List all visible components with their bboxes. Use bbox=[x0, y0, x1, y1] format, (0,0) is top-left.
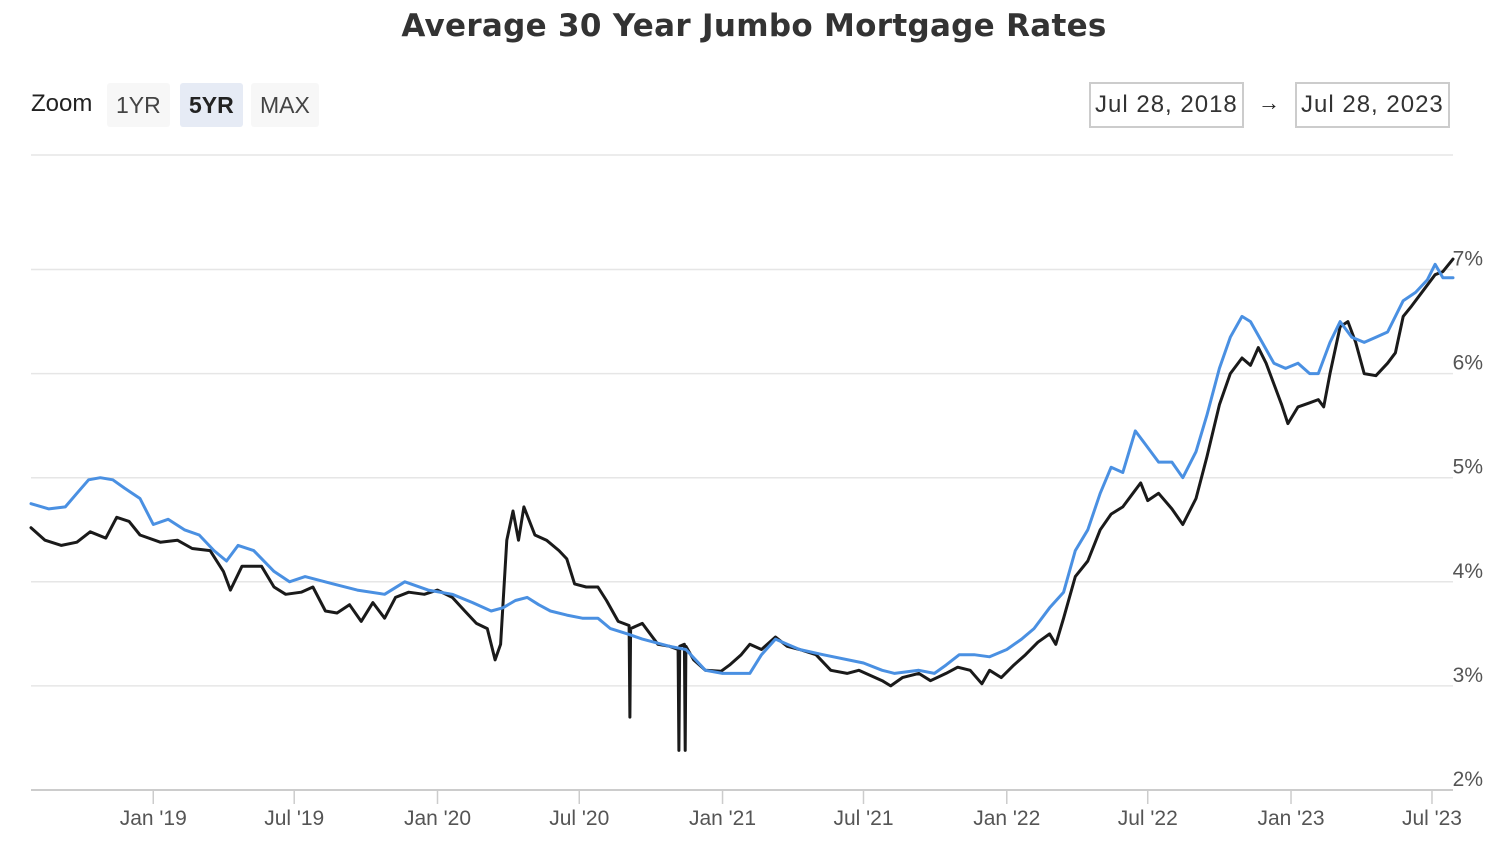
x-tick-label: Jan '20 bbox=[404, 807, 471, 830]
y-tick-label: 2% bbox=[1453, 768, 1483, 791]
x-tick-label: Jul '21 bbox=[833, 807, 893, 830]
x-axis-ticks bbox=[152, 790, 1433, 804]
y-axis-labels: 2% 3% 4% 5% 6% 7% bbox=[1453, 248, 1483, 791]
grid-lines bbox=[31, 154, 1453, 791]
x-tick-label: Jul '19 bbox=[264, 807, 324, 830]
series-line-0 bbox=[29, 257, 1455, 752]
y-tick-label: 5% bbox=[1453, 456, 1483, 479]
x-tick-label: Jan '21 bbox=[689, 807, 756, 830]
range-from-input[interactable]: Jul 28, 2018 bbox=[1089, 82, 1244, 128]
x-tick-label: Jan '23 bbox=[1257, 807, 1324, 830]
y-tick-label: 4% bbox=[1453, 560, 1483, 583]
y-tick-label: 3% bbox=[1453, 664, 1483, 687]
x-tick-label: Jul '20 bbox=[549, 807, 609, 830]
y-tick-label: 6% bbox=[1453, 352, 1483, 375]
x-tick-label: Jan '22 bbox=[973, 807, 1040, 830]
series-line-1 bbox=[29, 262, 1455, 675]
x-tick-label: Jul '23 bbox=[1402, 807, 1462, 830]
zoom-label: Zoom bbox=[31, 90, 93, 117]
zoom-max-button[interactable]: MAX bbox=[251, 83, 319, 127]
x-tick-label: Jan '19 bbox=[120, 807, 187, 830]
series-lines bbox=[29, 257, 1455, 752]
x-axis-labels: Jan '19 Jul '19 Jan '20 Jul '20 Jan '21 Jul '… bbox=[120, 807, 1462, 830]
y-tick-label: 7% bbox=[1453, 248, 1483, 271]
chart-title: Average 30 Year Jumbo Mortgage Rates bbox=[401, 8, 1107, 44]
range-arrow: → bbox=[1258, 90, 1280, 115]
zoom-5yr-button[interactable]: 5YR bbox=[180, 83, 243, 127]
x-tick-label: Jul '22 bbox=[1118, 807, 1178, 830]
range-to-input[interactable]: Jul 28, 2023 bbox=[1295, 82, 1450, 128]
zoom-1yr-button[interactable]: 1YR bbox=[107, 83, 170, 127]
